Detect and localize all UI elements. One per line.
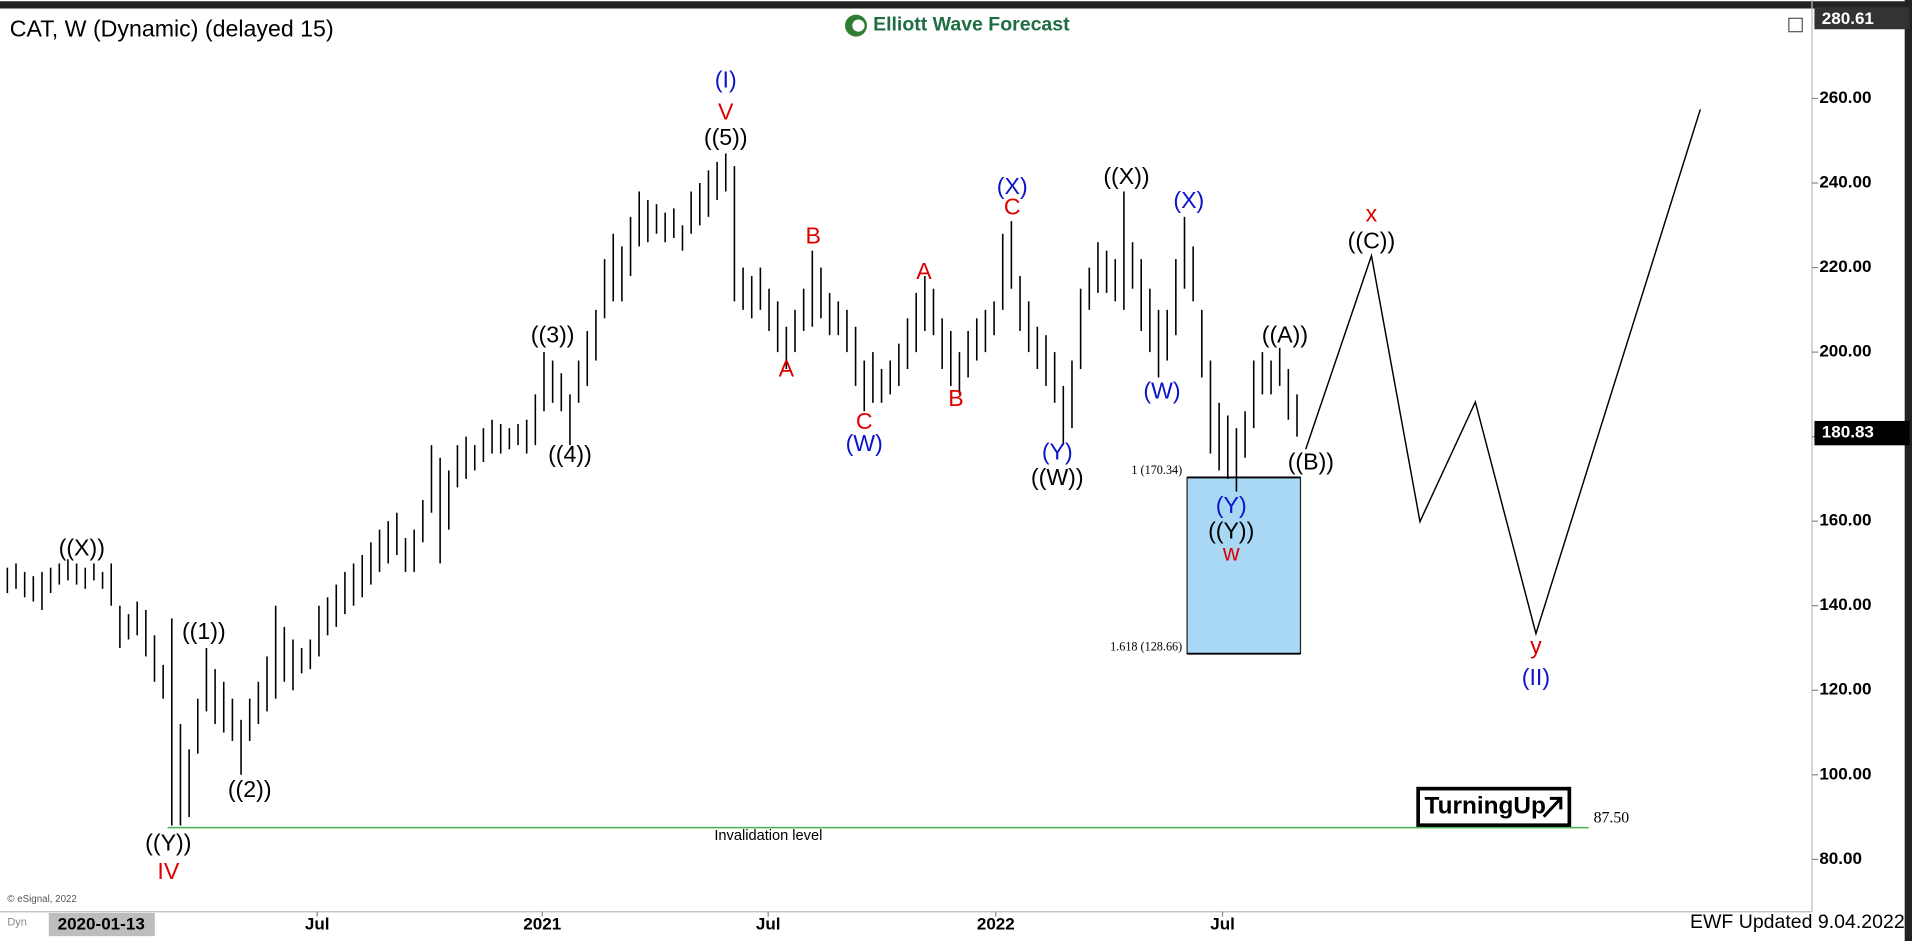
- brand-name: Elliott Wave Forecast: [873, 14, 1070, 36]
- badge-arrow: [1542, 796, 1563, 818]
- wave-label: ((X)): [1103, 163, 1149, 189]
- wave-label: V: [718, 98, 734, 124]
- y-tick-label: 260.00: [1819, 88, 1871, 107]
- wave-label: ((A)): [1262, 322, 1308, 348]
- y-tick-label: 160.00: [1819, 511, 1871, 530]
- wave-label: IV: [157, 858, 179, 884]
- last-price-label: 180.83: [1822, 423, 1874, 442]
- projection-path: [1305, 109, 1702, 637]
- wave-label: (X): [1173, 187, 1204, 213]
- wave-label: A: [916, 258, 932, 284]
- wave-label: (X): [997, 173, 1028, 199]
- wave-label: A: [779, 355, 795, 381]
- y-tick-label: 200.00: [1819, 342, 1871, 361]
- wave-label: y: [1530, 632, 1542, 658]
- price-axis-panel: [1812, 0, 1912, 941]
- turningup-badge: TurningUp: [1416, 786, 1572, 828]
- wave-label: ((Y)): [145, 830, 191, 856]
- wave-label: ((4)): [548, 441, 592, 467]
- brand-logo-inner: [852, 19, 865, 32]
- zone-label: 1.618 (128.66): [1110, 639, 1182, 653]
- wave-label: C: [856, 408, 873, 434]
- wave-label: (W): [846, 430, 883, 456]
- y-tick-label: 240.00: [1819, 173, 1871, 192]
- wave-label: ((X)): [59, 535, 105, 561]
- invalidation-text: Invalidation level: [714, 828, 822, 844]
- invalidation-value: 87.50: [1594, 810, 1630, 827]
- start-label-box: [48, 912, 155, 937]
- mode-label: Dyn: [7, 917, 27, 929]
- wave-label: ((5)): [704, 124, 748, 150]
- y-tick-label: 100.00: [1819, 764, 1871, 783]
- badge-box: [1416, 786, 1572, 828]
- wave-label: (W): [1143, 377, 1180, 403]
- y-tick-label: 220.00: [1819, 257, 1871, 276]
- wave-label: x: [1366, 201, 1378, 227]
- wave-label: ((2)): [228, 776, 272, 802]
- top-price-box: [1814, 7, 1910, 30]
- wave-label: ((B)): [1288, 448, 1334, 474]
- x-tick-label: Jul: [305, 915, 330, 934]
- badge-text: TurningUp: [1425, 792, 1546, 819]
- x-tick-label: 2022: [977, 915, 1015, 934]
- wave-label: B: [805, 223, 820, 249]
- zone-label: 1 (170.34): [1131, 463, 1182, 477]
- x-tick-label: Jul: [1210, 915, 1235, 934]
- wave-label: w: [1222, 540, 1240, 566]
- wave-label: (I): [715, 67, 737, 93]
- footer: EWF Updated 9.04.2022: [1690, 911, 1905, 933]
- chart-title: CAT, W (Dynamic) (delayed 15): [10, 16, 334, 42]
- x-tick-label: Jul: [756, 915, 781, 934]
- copyright: © eSignal, 2022: [7, 894, 77, 905]
- wave-label: (Y): [1216, 492, 1247, 518]
- wave-label: ((W)): [1031, 464, 1084, 490]
- target-zone: [1186, 476, 1302, 655]
- wave-label: (II): [1522, 664, 1550, 690]
- top-price-label: 280.61: [1822, 9, 1874, 28]
- wave-label: B: [948, 385, 963, 411]
- x-tick-label: 2021: [523, 915, 561, 934]
- wave-label: ((Y)): [1208, 518, 1254, 544]
- last-price-box: [1814, 420, 1910, 446]
- start-label: 2020-01-13: [58, 915, 145, 934]
- window-icon[interactable]: [1788, 17, 1803, 33]
- y-tick-label: 120.00: [1819, 680, 1871, 699]
- y-tick-label: 140.00: [1819, 595, 1871, 614]
- y-tick-label: 80.00: [1819, 849, 1862, 868]
- wave-label: ((1)): [182, 618, 226, 644]
- wave-label: (Y): [1042, 439, 1073, 465]
- wave-label: ((3)): [531, 322, 575, 348]
- wave-label: C: [1004, 194, 1021, 220]
- brand: Elliott Wave Forecast: [845, 14, 1070, 37]
- wave-label: ((C)): [1348, 228, 1396, 254]
